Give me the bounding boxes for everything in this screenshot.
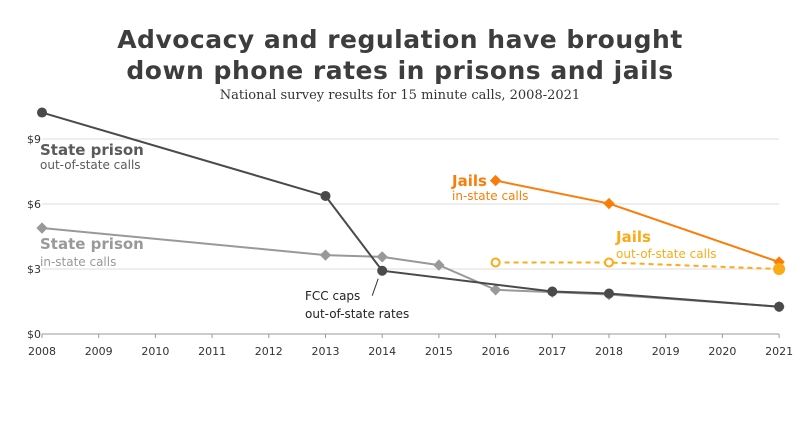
y-tick-label: $3 bbox=[27, 263, 41, 276]
data-point bbox=[774, 301, 785, 312]
series-label-name: Jails bbox=[615, 228, 651, 246]
x-tick-label: 2010 bbox=[141, 345, 169, 358]
series-label-name: State prison bbox=[40, 235, 144, 253]
chart-title: Advocacy and regulation have brought dow… bbox=[0, 24, 800, 86]
x-tick-label: 2008 bbox=[28, 345, 56, 358]
data-point bbox=[489, 284, 502, 296]
x-tick-label: 2012 bbox=[255, 345, 283, 358]
data-point bbox=[376, 251, 388, 263]
y-tick-label: $0 bbox=[27, 328, 41, 341]
x-tick-label: 2019 bbox=[652, 345, 680, 358]
x-tick-label: 2020 bbox=[708, 345, 736, 358]
series-line-sp_in bbox=[41, 227, 780, 308]
annotation-text: out-of-state rates bbox=[305, 307, 409, 321]
data-point bbox=[773, 262, 786, 275]
series-line-sp_out bbox=[41, 111, 780, 308]
annotation-text: FCC caps bbox=[305, 289, 360, 303]
x-tick-label: 2021 bbox=[765, 345, 793, 358]
series-label-sub: in-state calls bbox=[40, 255, 116, 269]
title-line-1: Advocacy and regulation have brought bbox=[117, 25, 683, 54]
y-tick-label: $6 bbox=[27, 198, 41, 211]
x-tick-label: 2013 bbox=[312, 345, 340, 358]
x-tick-label: 2014 bbox=[368, 345, 396, 358]
x-tick-label: 2015 bbox=[425, 345, 453, 358]
series-label-name: Jails bbox=[451, 172, 487, 190]
x-tick-label: 2018 bbox=[595, 345, 623, 358]
data-point bbox=[489, 174, 502, 187]
x-tick-label: 2016 bbox=[482, 345, 510, 358]
y-tick-label: $9 bbox=[27, 133, 41, 146]
series-label-sub: out-of-state calls bbox=[40, 158, 141, 172]
data-point bbox=[36, 222, 48, 234]
title-line-2: down phone rates in prisons and jails bbox=[126, 56, 674, 85]
data-point bbox=[377, 265, 388, 276]
data-point bbox=[37, 107, 47, 118]
data-point bbox=[320, 190, 331, 201]
data-point bbox=[433, 259, 445, 271]
chart-subtitle: National survey results for 15 minute ca… bbox=[219, 88, 581, 103]
data-point bbox=[490, 257, 501, 268]
annotation-leader bbox=[371, 278, 379, 296]
data-point bbox=[604, 257, 614, 268]
data-point bbox=[547, 286, 558, 297]
x-tick-label: 2017 bbox=[538, 345, 566, 358]
series-label-name: State prison bbox=[40, 141, 144, 159]
data-point bbox=[604, 288, 614, 299]
x-tick-label: 2009 bbox=[85, 345, 113, 358]
x-tick-label: 2011 bbox=[198, 345, 226, 358]
data-point bbox=[603, 197, 615, 210]
series-label-sub: in-state calls bbox=[452, 189, 528, 203]
series-line-jail_out bbox=[495, 261, 780, 270]
series-label-sub: out-of-state calls bbox=[616, 247, 717, 261]
data-point bbox=[319, 249, 332, 261]
